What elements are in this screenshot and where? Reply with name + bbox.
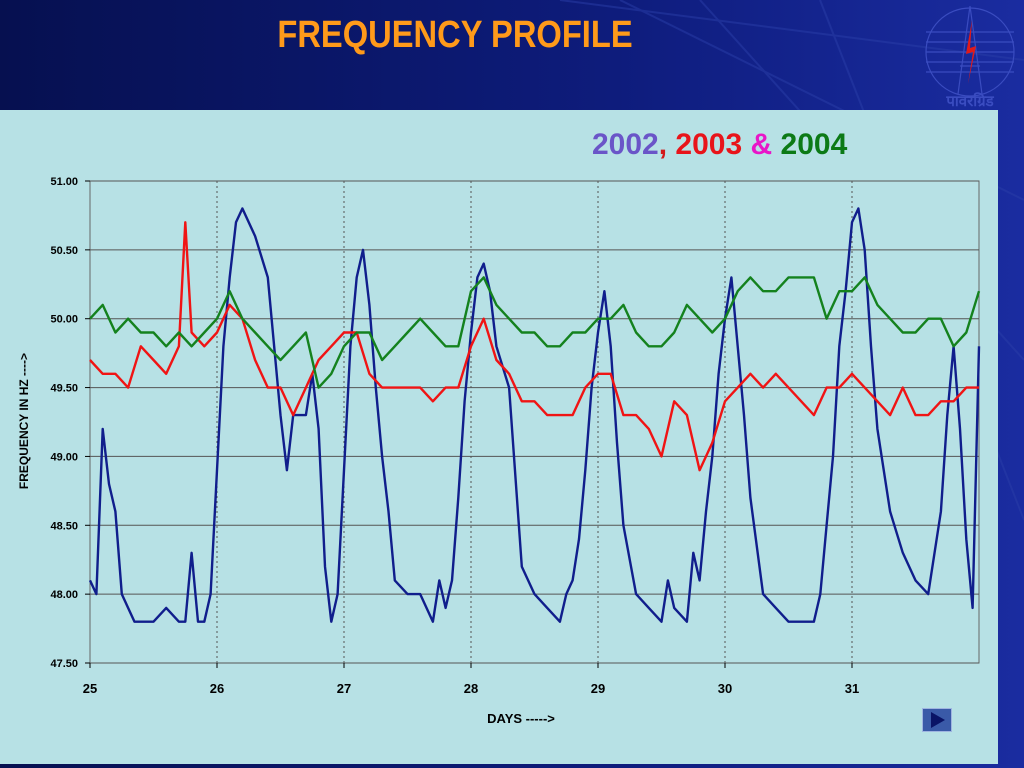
plot-area	[89, 180, 980, 664]
slide-title: FREQUENCY PROFILE	[277, 14, 633, 56]
play-next-icon	[931, 712, 945, 728]
x-tick-label: 26	[210, 681, 224, 696]
y-tick-label: 50.00	[50, 314, 78, 326]
y-tick-label: 49.00	[50, 451, 78, 463]
x-tick-label: 25	[83, 681, 97, 696]
powergrid-logo: पावरग्रिड	[925, 5, 1015, 110]
logo-text: पावरग्रिड	[945, 92, 994, 110]
x-axis-label: DAYS ----->	[487, 711, 555, 726]
legend-ampersand: &	[742, 128, 781, 161]
y-tick-label: 51.00	[50, 176, 78, 188]
x-tick-label: 31	[845, 681, 859, 696]
legend-2004: 2004	[780, 128, 848, 161]
y-tick-label: 47.50	[50, 658, 78, 670]
series-layer	[88, 207, 981, 623]
legend-2003: 2003	[675, 128, 743, 161]
legend-comma: ,	[658, 128, 676, 161]
y-axis-label: FREQUENCY IN HZ ---->	[17, 353, 31, 489]
series-line-2004	[89, 276, 981, 389]
x-tick-label: 30	[718, 681, 732, 696]
y-tick-label: 50.50	[50, 245, 78, 257]
frequency-chart: 47.50 48.00 48.50 49.00 49.50 50.00 50.50 51.00…	[17, 176, 981, 726]
y-tick-label: 48.00	[50, 589, 78, 601]
x-tick-label: 29	[591, 681, 605, 696]
grid	[89, 180, 980, 664]
x-tick-label: 27	[337, 681, 351, 696]
legend-2002: 2002	[592, 128, 659, 161]
y-tick-label: 48.50	[50, 520, 78, 532]
x-tick-label: 28	[464, 681, 478, 696]
axes: 47.50 48.00 48.50 49.00 49.50 50.00 50.50 51.00…	[50, 176, 859, 696]
legend-title: 2002, 2003 & 2004	[592, 128, 847, 162]
y-tick-label: 49.50	[50, 383, 78, 395]
series-line-2003	[89, 221, 979, 472]
next-slide-button[interactable]	[922, 708, 952, 732]
